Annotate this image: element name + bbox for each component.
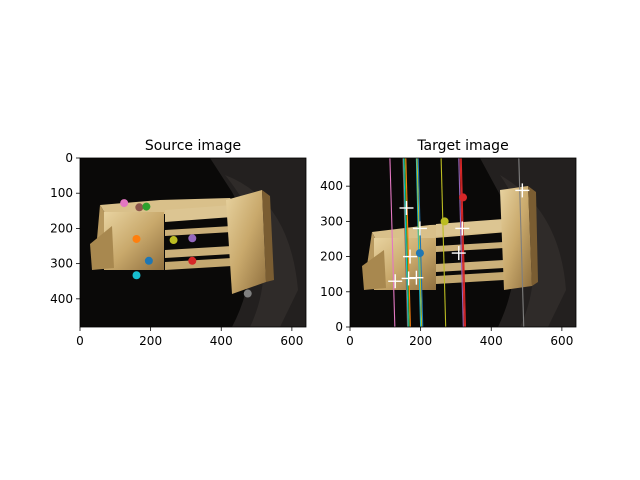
source-y-tick-label: 200 xyxy=(50,221,73,235)
source-x-tick-label: 200 xyxy=(139,334,162,348)
source-keypoint xyxy=(142,202,151,211)
source-x-tick-label: 400 xyxy=(210,334,233,348)
source-y-tick-label: 400 xyxy=(50,292,73,306)
projected-point-cross xyxy=(399,200,414,215)
target-keypoint xyxy=(415,249,424,258)
target-keypoints xyxy=(388,183,530,289)
projected-point-cross xyxy=(515,183,530,198)
source-keypoint xyxy=(132,234,141,243)
target-x-tick-label: 200 xyxy=(409,334,432,348)
source-panel: Source image 0 200 400 600 0 100 200 300 400 xyxy=(50,138,307,348)
projected-point-cross xyxy=(455,221,470,236)
projected-point-cross xyxy=(403,249,418,264)
source-keypoint xyxy=(188,234,197,243)
epipolar-line xyxy=(404,158,410,327)
source-keypoint xyxy=(120,199,129,208)
epipolar-line xyxy=(403,158,409,327)
projected-point-cross xyxy=(388,274,403,289)
epipolar-line xyxy=(460,158,467,327)
target-y-tick-label: 400 xyxy=(320,179,343,193)
temple-model-target xyxy=(362,186,538,290)
projected-point-cross xyxy=(409,270,424,285)
source-keypoint xyxy=(169,236,178,245)
target-axes-frame xyxy=(349,157,577,328)
target-x-tick-label: 0 xyxy=(346,334,354,348)
source-title: Source image xyxy=(145,138,241,154)
target-ticks: 0 200 400 600 0 100 200 300 400 xyxy=(320,179,573,348)
epipolar-line xyxy=(405,158,411,327)
epipolar-line xyxy=(440,158,447,327)
target-keypoint xyxy=(440,217,449,226)
source-y-tick-label: 100 xyxy=(50,186,73,200)
target-y-tick-label: 0 xyxy=(335,320,343,334)
epipolar-line xyxy=(417,158,424,327)
projected-point-cross xyxy=(412,221,427,236)
target-keypoint xyxy=(459,193,467,202)
target-x-tick-label: 400 xyxy=(480,334,503,348)
projected-point-cross xyxy=(451,246,466,261)
source-ticks: 0 200 400 600 0 100 200 300 400 xyxy=(50,151,303,348)
source-keypoint xyxy=(132,271,141,280)
epipolar-line xyxy=(518,158,525,327)
epipolar-line xyxy=(416,158,423,327)
target-epipolar-lines xyxy=(389,158,525,327)
target-y-tick-label: 100 xyxy=(320,285,343,299)
target-photo xyxy=(350,158,576,327)
source-keypoint xyxy=(144,256,153,265)
source-axes-frame xyxy=(79,157,307,328)
target-title: Target image xyxy=(416,138,508,154)
source-y-tick-label: 0 xyxy=(65,151,73,165)
epipolar-line xyxy=(459,158,465,327)
projected-point-cross xyxy=(401,271,416,286)
epipolar-line xyxy=(458,158,464,327)
source-keypoints xyxy=(120,199,252,298)
target-y-tick-label: 200 xyxy=(320,250,343,264)
source-photo xyxy=(80,158,306,327)
epipolar-line xyxy=(415,158,422,327)
source-keypoint xyxy=(243,289,252,298)
target-panel: Target image 0 200 400 600 0 100 200 300 400 xyxy=(320,138,577,348)
target-y-tick-label: 300 xyxy=(320,214,343,228)
target-x-tick-label: 600 xyxy=(550,334,573,348)
epipolar-line xyxy=(402,158,409,327)
source-x-tick-label: 600 xyxy=(280,334,303,348)
source-keypoint xyxy=(188,256,197,265)
source-x-tick-label: 0 xyxy=(76,334,84,348)
source-y-tick-label: 300 xyxy=(50,257,73,271)
source-keypoint xyxy=(135,203,144,212)
temple-model xyxy=(90,190,274,294)
epipolar-line xyxy=(389,158,396,327)
